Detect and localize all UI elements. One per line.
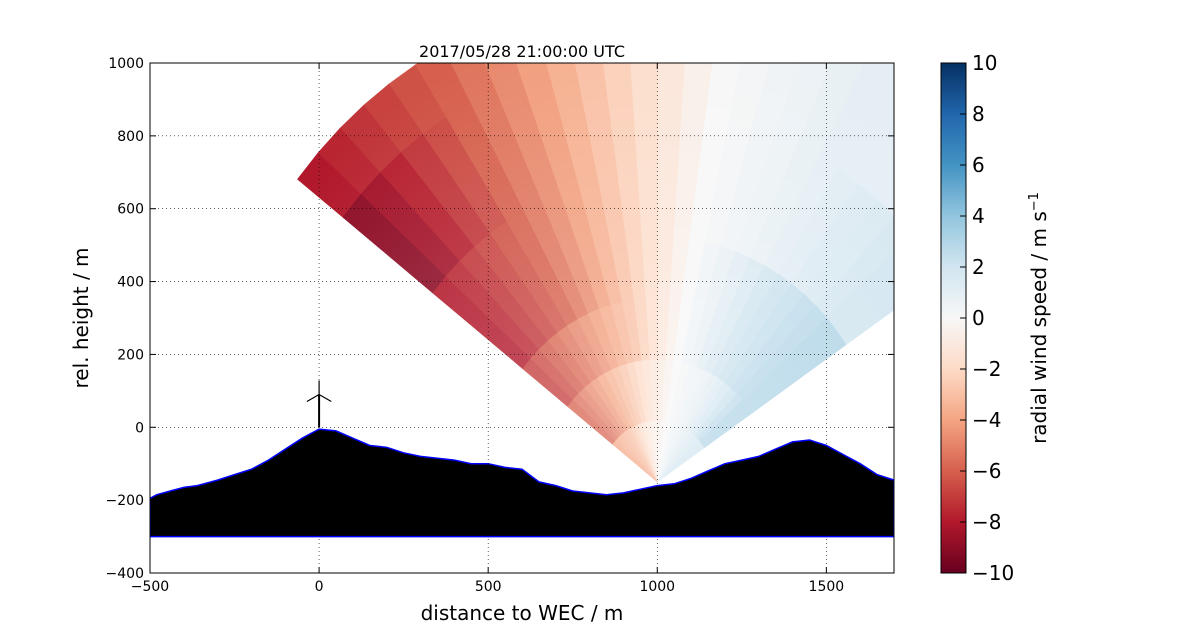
x-axis-ticks: −500 0 500 1000 1500 (131, 63, 844, 595)
colorbar-tick-label: 0 (972, 306, 985, 330)
colorbar: −10 −8 −6 −4 −2 0 2 4 6 8 10 radial wind speed / m… (940, 51, 1051, 585)
x-tick-label: 1500 (809, 579, 845, 595)
y-tick-label: 400 (117, 275, 144, 291)
y-tick-label: 600 (117, 202, 144, 218)
colorbar-ticks: −10 −8 −6 −4 −2 0 2 4 6 8 10 (960, 51, 1014, 585)
x-axis-label: distance to WEC / m (421, 601, 624, 625)
scan-cell (713, 0, 752, 61)
x-tick-label: 1000 (639, 579, 675, 595)
colorbar-tick-label: 10 (972, 51, 997, 75)
y-tick-label: 800 (117, 129, 144, 145)
chart-title: 2017/05/28 21:00:00 UTC (419, 42, 625, 61)
turbine-blade (318, 393, 332, 403)
colorbar-tick-label: 8 (972, 102, 985, 126)
x-tick-label: 0 (315, 579, 324, 595)
y-axis-label: rel. height / m (69, 247, 93, 388)
terrain-profile (150, 428, 894, 538)
y-tick-label: −400 (106, 566, 144, 582)
x-tick-label: 500 (475, 579, 502, 595)
y-tick-label: 0 (135, 420, 144, 436)
y-tick-label: 200 (117, 347, 144, 363)
colorbar-tick-label: 2 (972, 255, 985, 279)
x-tick-label: −500 (131, 579, 169, 595)
grid (150, 63, 894, 573)
plot-frame (149, 62, 895, 574)
scan-cell (746, 63, 770, 69)
colorbar-tick-label: 6 (972, 153, 985, 177)
scan-cell (657, 0, 689, 53)
y-tick-label: −200 (106, 493, 144, 509)
colorbar-tick-label: −4 (972, 408, 1001, 432)
colorbar-tick-label: −8 (972, 510, 1001, 534)
plot-area: −500 0 500 1000 1500 −400 −200 0 200 400 600 800 10… (106, 0, 895, 595)
scan-cell (625, 0, 657, 53)
colorbar-label: radial wind speed / m s−1 (1027, 192, 1051, 444)
y-axis-ticks: −400 −200 0 200 400 600 800 1000 (106, 56, 894, 582)
scan-cell (685, 0, 721, 56)
colorbar-tick-label: −6 (972, 459, 1001, 483)
y-tick-label: 1000 (108, 56, 144, 72)
colorbar-tick-label: −2 (972, 357, 1001, 381)
colorbar-tick-label: −10 (972, 561, 1014, 585)
turbine-blade (306, 393, 320, 403)
colorbar-tick-label: 4 (972, 204, 985, 228)
